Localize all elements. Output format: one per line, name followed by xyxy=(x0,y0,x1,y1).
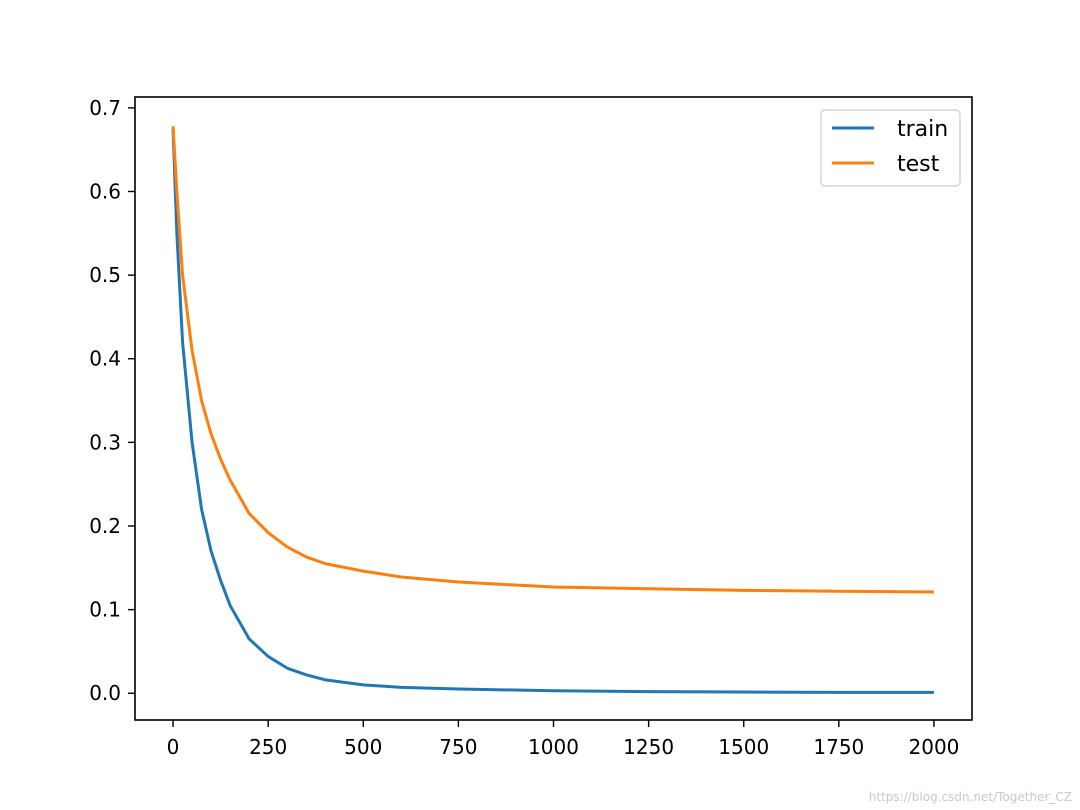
y-tick-label: 0.6 xyxy=(89,179,121,203)
series-line-train xyxy=(171,128,934,694)
legend: train test xyxy=(820,109,961,187)
y-tick-label: 0.5 xyxy=(89,263,121,287)
x-tick-label: 500 xyxy=(344,735,382,759)
series-line-test xyxy=(171,126,934,594)
y-tick-label: 0.4 xyxy=(89,347,121,371)
y-axis: 0.0 0.1 0.2 0.3 0.4 0.5 0.6 0.7 xyxy=(89,96,135,705)
legend-label-train: train xyxy=(897,117,948,142)
plot-area-frame xyxy=(134,96,973,721)
y-tick-label: 0.1 xyxy=(89,598,121,622)
x-tick-label: 1500 xyxy=(718,735,769,759)
y-tick-label: 0.7 xyxy=(89,96,121,120)
y-tick-label: 0.2 xyxy=(89,514,121,538)
x-tick-label: 2000 xyxy=(909,735,960,759)
legend-label-test: test xyxy=(897,152,940,177)
y-tick-label: 0.0 xyxy=(89,681,121,705)
x-tick-label: 1750 xyxy=(813,735,864,759)
x-tick-label: 1250 xyxy=(623,735,674,759)
x-tick-label: 750 xyxy=(439,735,477,759)
x-tick-label: 0 xyxy=(167,735,180,759)
watermark-text: https://blog.csdn.net/Together_CZ xyxy=(868,790,1072,804)
x-tick-label: 1000 xyxy=(528,735,579,759)
x-tick-label: 250 xyxy=(249,735,287,759)
series-lines xyxy=(171,126,934,694)
y-tick-label: 0.3 xyxy=(89,430,121,454)
x-axis: 0 250 500 750 1000 1250 1500 1750 2000 xyxy=(167,720,960,759)
